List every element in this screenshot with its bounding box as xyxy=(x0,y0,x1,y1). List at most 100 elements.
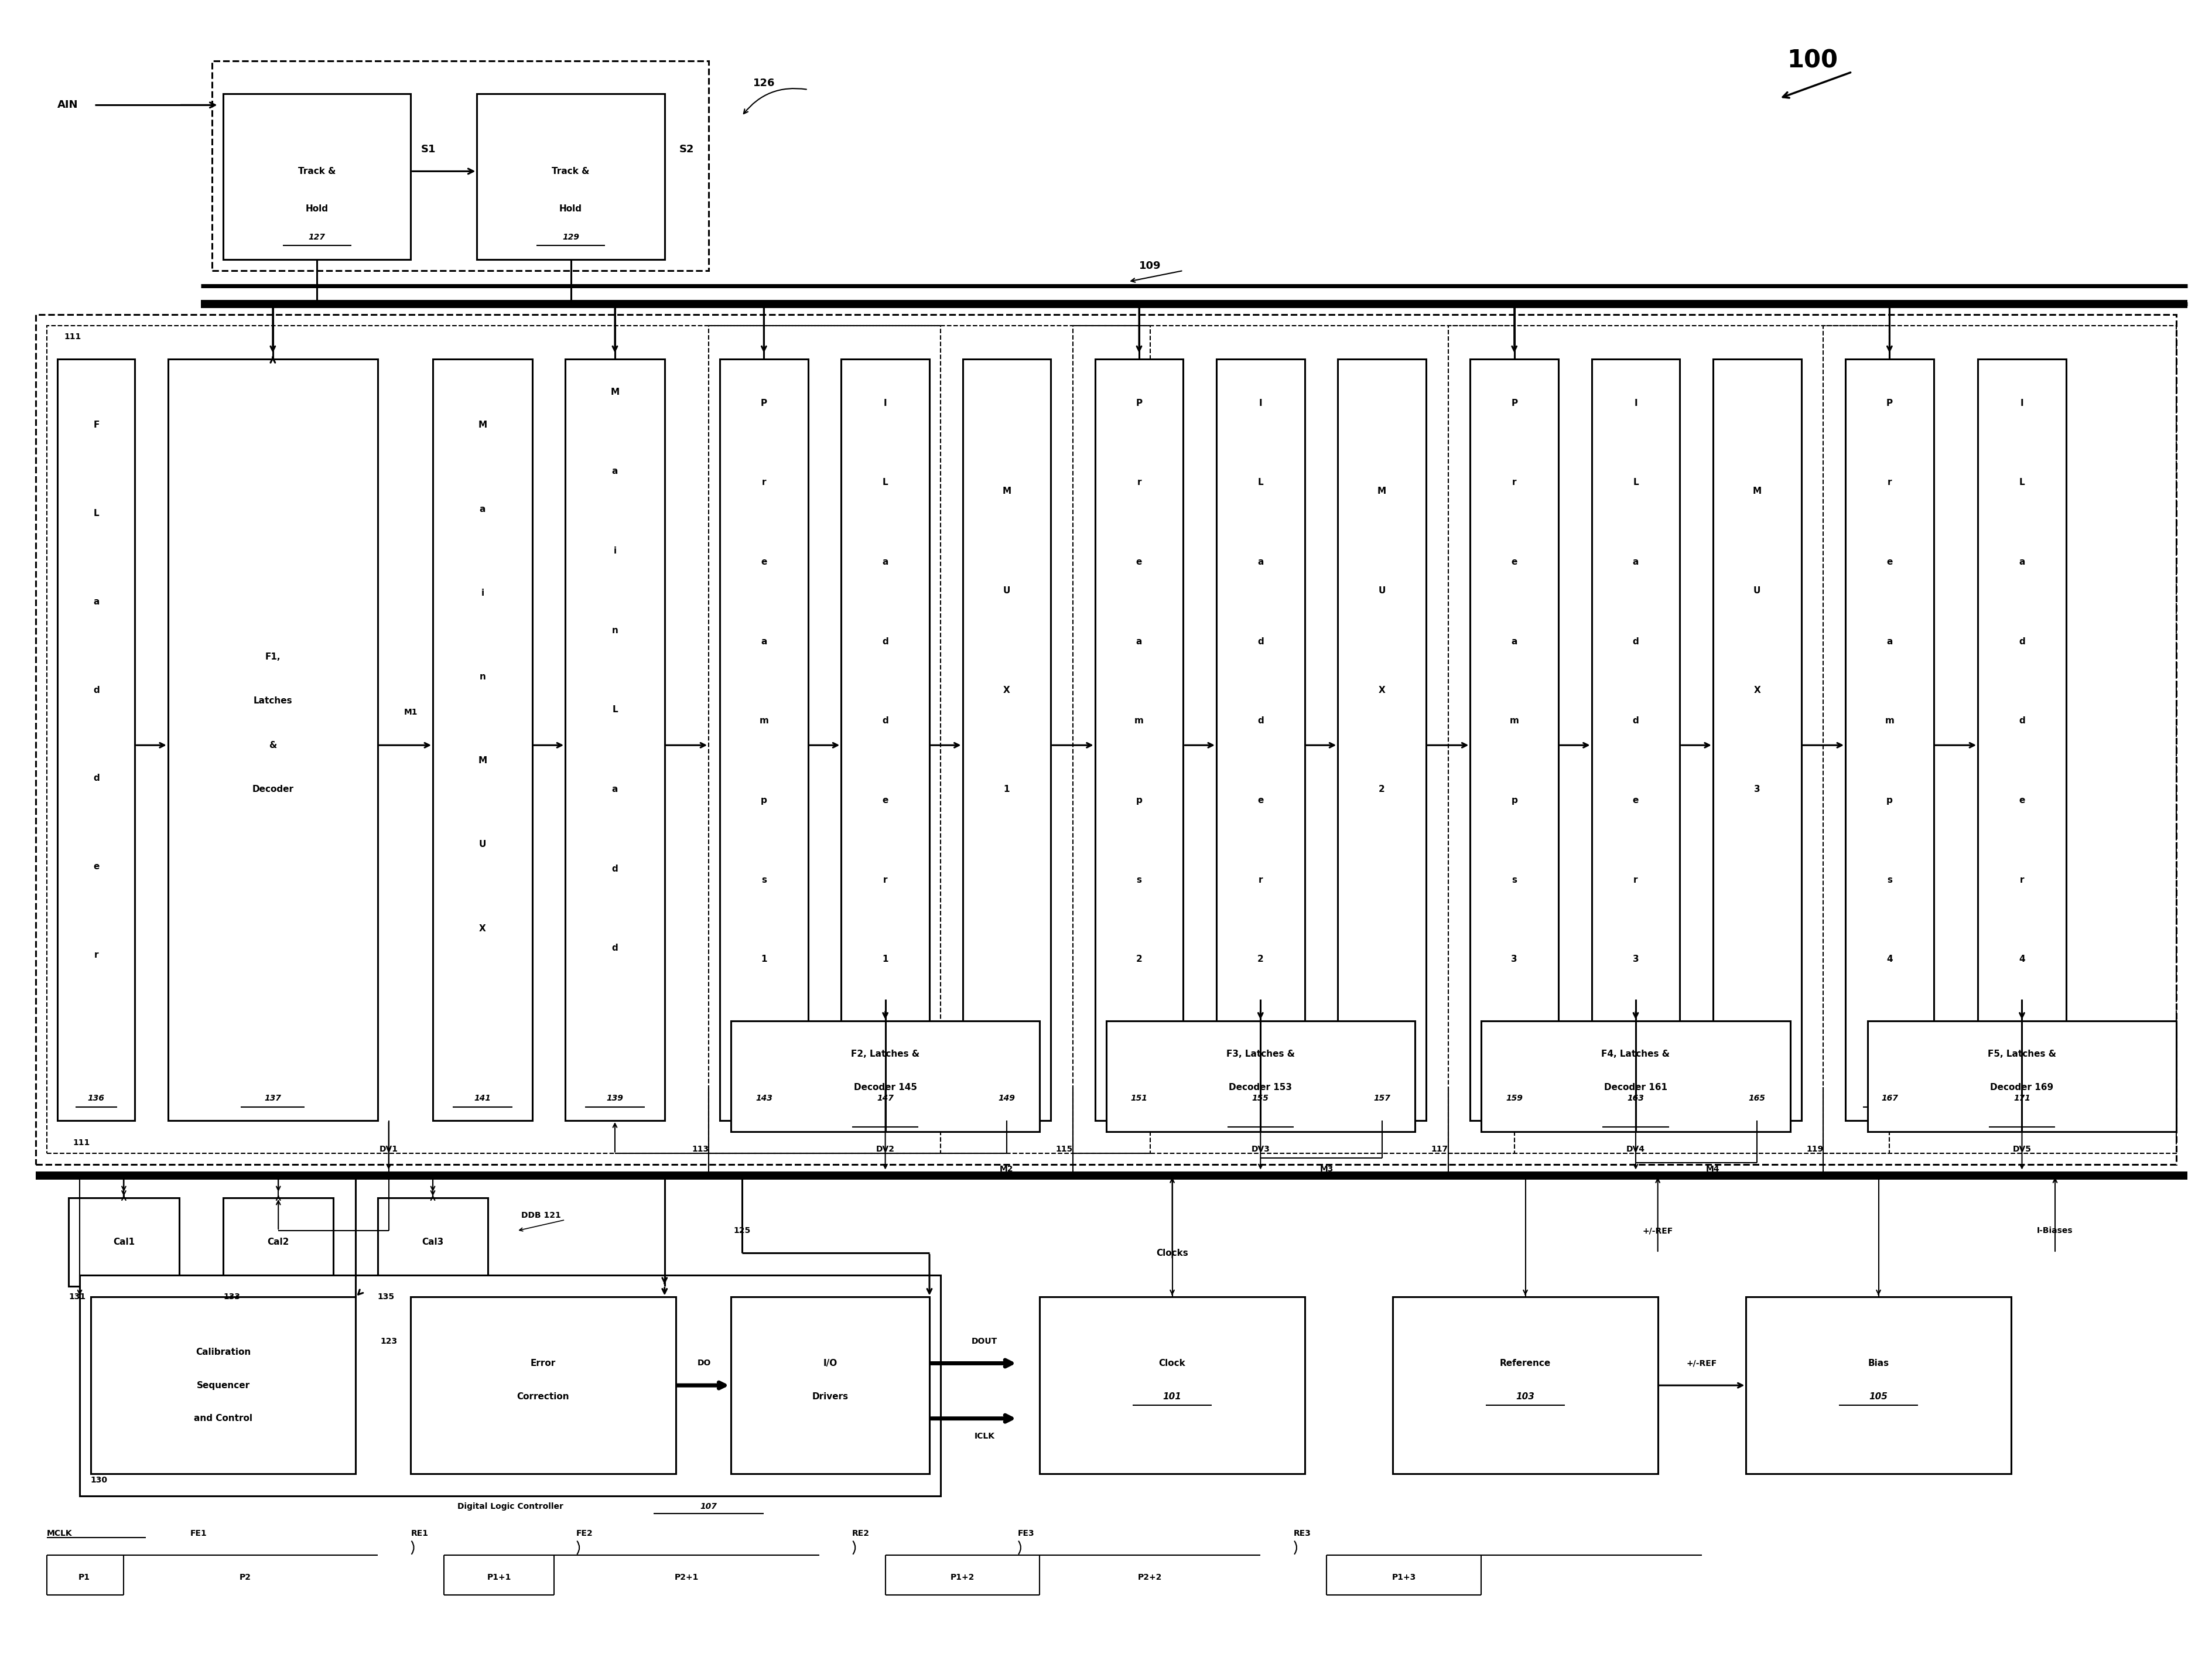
Bar xyxy=(411,1297,675,1474)
Text: d: d xyxy=(1632,637,1639,645)
Text: +/-REF: +/-REF xyxy=(1644,1227,1672,1235)
Text: L: L xyxy=(1632,478,1639,487)
Text: 167: 167 xyxy=(1880,1094,1898,1102)
Bar xyxy=(708,325,1150,1154)
Text: Reference: Reference xyxy=(1500,1359,1551,1367)
Text: and Control: and Control xyxy=(195,1414,252,1424)
Text: P1+3: P1+3 xyxy=(1391,1574,1416,1582)
Text: DV3: DV3 xyxy=(1252,1145,1270,1154)
Text: a: a xyxy=(883,557,889,567)
Text: F5, Latches &: F5, Latches & xyxy=(1989,1050,2057,1059)
Text: e: e xyxy=(1511,557,1517,567)
Text: 133: 133 xyxy=(223,1294,241,1302)
Text: RE3: RE3 xyxy=(1294,1529,1312,1537)
Text: e: e xyxy=(761,557,768,567)
Text: p: p xyxy=(761,797,768,805)
Text: 143: 143 xyxy=(757,1094,772,1102)
Text: r: r xyxy=(883,875,887,884)
Bar xyxy=(1073,325,1515,1154)
Text: M: M xyxy=(478,420,487,430)
Text: I: I xyxy=(1635,398,1637,407)
Text: m: m xyxy=(1885,717,1893,725)
Text: 100: 100 xyxy=(1787,48,1838,73)
Text: 126: 126 xyxy=(752,78,774,88)
Text: d: d xyxy=(883,637,889,645)
Text: Cal2: Cal2 xyxy=(268,1237,290,1247)
Text: I/O: I/O xyxy=(823,1359,836,1367)
Text: 4: 4 xyxy=(2020,955,2024,964)
Bar xyxy=(1712,358,1801,1120)
Text: Decoder: Decoder xyxy=(252,785,294,793)
Text: FE2: FE2 xyxy=(577,1529,593,1537)
Text: s: s xyxy=(1511,875,1517,884)
Text: 157: 157 xyxy=(1374,1094,1391,1102)
Bar xyxy=(1823,325,2177,1154)
Text: 171: 171 xyxy=(2013,1094,2031,1102)
Bar xyxy=(1593,358,1679,1120)
Text: Digital Logic Controller: Digital Logic Controller xyxy=(458,1502,564,1510)
Text: p: p xyxy=(1511,797,1517,805)
Text: a: a xyxy=(480,505,484,513)
Text: n: n xyxy=(613,627,617,635)
Text: 105: 105 xyxy=(1869,1392,1887,1400)
Bar xyxy=(91,1297,356,1474)
Text: M: M xyxy=(1752,487,1761,495)
Text: 123: 123 xyxy=(380,1337,398,1345)
Text: Hold: Hold xyxy=(305,205,327,213)
Bar xyxy=(80,1275,940,1495)
Text: Error: Error xyxy=(531,1359,555,1367)
Text: Decoder 169: Decoder 169 xyxy=(1991,1084,2053,1092)
Text: F: F xyxy=(93,420,100,430)
Text: L: L xyxy=(883,478,887,487)
Text: P2+1: P2+1 xyxy=(675,1574,699,1582)
Text: M: M xyxy=(611,388,619,397)
Text: M: M xyxy=(478,757,487,765)
Bar xyxy=(1867,1022,2177,1132)
Bar xyxy=(1482,1022,1790,1132)
Bar xyxy=(1845,358,1933,1120)
Text: U: U xyxy=(478,840,487,849)
Text: L: L xyxy=(1259,478,1263,487)
Text: L: L xyxy=(93,508,100,518)
Text: 109: 109 xyxy=(1139,262,1161,272)
Text: m: m xyxy=(759,717,768,725)
Text: +/-REF: +/-REF xyxy=(1686,1359,1717,1367)
Text: e: e xyxy=(1137,557,1141,567)
Bar xyxy=(1106,1022,1416,1132)
Text: 101: 101 xyxy=(1164,1392,1181,1400)
Text: s: s xyxy=(1137,875,1141,884)
Text: r: r xyxy=(2020,875,2024,884)
Text: 1: 1 xyxy=(761,955,768,964)
Text: 113: 113 xyxy=(692,1145,708,1154)
Bar xyxy=(378,1197,489,1285)
Text: 130: 130 xyxy=(91,1477,108,1484)
Text: a: a xyxy=(2020,557,2024,567)
Text: DDB 121: DDB 121 xyxy=(522,1212,562,1220)
Text: F3, Latches &: F3, Latches & xyxy=(1225,1050,1294,1059)
Text: X: X xyxy=(1754,685,1761,695)
Text: Decoder 145: Decoder 145 xyxy=(854,1084,918,1092)
Text: P: P xyxy=(1135,398,1141,407)
Bar xyxy=(35,315,2177,1165)
Text: Cal1: Cal1 xyxy=(113,1237,135,1247)
Text: DV4: DV4 xyxy=(1626,1145,1646,1154)
Text: MCLK: MCLK xyxy=(46,1529,73,1537)
Text: P2: P2 xyxy=(239,1574,252,1582)
Text: Track &: Track & xyxy=(553,167,591,175)
Text: 147: 147 xyxy=(876,1094,894,1102)
Text: 3: 3 xyxy=(1754,785,1761,793)
Text: m: m xyxy=(1509,717,1520,725)
Text: 163: 163 xyxy=(1628,1094,1644,1102)
Text: 3: 3 xyxy=(1511,955,1517,964)
Bar xyxy=(46,325,940,1154)
Text: Track &: Track & xyxy=(299,167,336,175)
Text: 2: 2 xyxy=(1137,955,1141,964)
Text: X: X xyxy=(1004,685,1011,695)
Text: e: e xyxy=(883,797,889,805)
Text: 135: 135 xyxy=(378,1294,394,1302)
Text: r: r xyxy=(1259,875,1263,884)
Text: FE3: FE3 xyxy=(1018,1529,1035,1537)
Text: U: U xyxy=(1754,587,1761,595)
Text: X: X xyxy=(1378,685,1385,695)
Text: P1+2: P1+2 xyxy=(951,1574,975,1582)
